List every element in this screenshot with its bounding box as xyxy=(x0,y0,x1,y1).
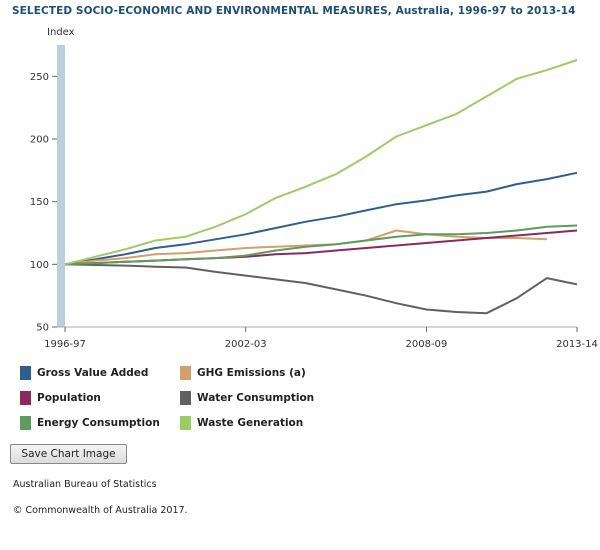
x-tick-label: 2008-09 xyxy=(406,339,448,350)
y-axis xyxy=(57,45,65,327)
x-tick-label: 2013-14 xyxy=(556,339,598,350)
legend-item: Waste Generation xyxy=(180,416,303,430)
legend-item: Population xyxy=(20,391,101,405)
legend-item: Energy Consumption xyxy=(20,416,160,430)
x-tick-label: 1996-97 xyxy=(44,339,86,350)
legend-label: Waste Generation xyxy=(197,417,304,429)
legend-swatch xyxy=(180,366,191,380)
series-line-water-consumption xyxy=(64,263,578,315)
legend-label: Water Consumption xyxy=(197,392,315,404)
line-chart: Index 50 100 150 200 250 1996-97 2002-03 2008-09… xyxy=(30,27,598,350)
legend-label: Gross Value Added xyxy=(37,367,149,379)
y-tick-label: 100 xyxy=(30,260,49,271)
y-tick-label: 200 xyxy=(30,135,49,146)
source-text: Australian Bureau of Statistics xyxy=(13,479,157,490)
y-tick-label: 250 xyxy=(30,72,49,83)
legend-swatch xyxy=(20,391,31,405)
chart-title: SELECTED SOCIO-ECONOMIC AND ENVIRONMENTA… xyxy=(12,5,576,17)
y-tick-label: 50 xyxy=(36,323,49,334)
legend-swatch xyxy=(180,391,191,405)
legend-swatch xyxy=(20,416,31,430)
legend-label: Energy Consumption xyxy=(37,417,160,429)
x-tick-label: 2002-03 xyxy=(225,339,267,350)
legend-swatch xyxy=(20,366,31,380)
series-line-gross-value-added xyxy=(64,171,578,266)
series-line-ghg-emissions xyxy=(64,229,547,266)
y-tick-label: 150 xyxy=(30,197,49,208)
legend-item: GHG Emissions (a) xyxy=(180,366,306,380)
save-chart-image-button[interactable]: Save Chart Image xyxy=(10,444,127,464)
legend-item: Water Consumption xyxy=(180,391,314,405)
legend-label: Population xyxy=(37,392,101,404)
series-line-population xyxy=(64,229,578,266)
series-line-waste-generation xyxy=(64,59,578,266)
legend-label: GHG Emissions (a) xyxy=(197,367,306,379)
copyright-text: © Commonwealth of Australia 2017. xyxy=(13,505,188,516)
y-axis-label: Index xyxy=(47,27,75,38)
series-line-energy-consumption xyxy=(64,224,578,266)
legend-item: Gross Value Added xyxy=(20,366,148,380)
legend-swatch xyxy=(180,416,191,430)
